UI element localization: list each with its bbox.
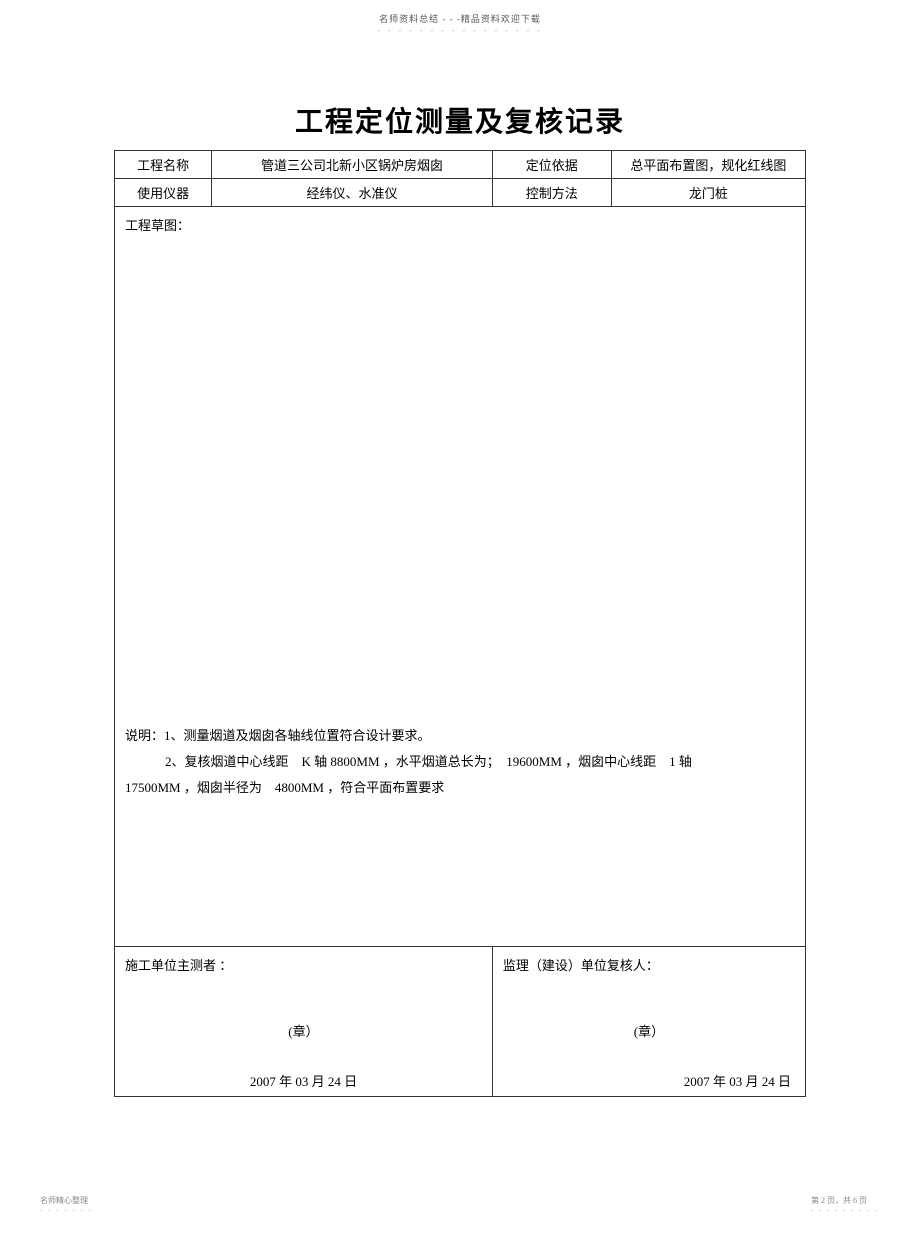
footer-right: 第 2 页，共 6 页 - - - - - - - - -: [811, 1195, 880, 1214]
signature-row: 施工单位主测者 ： (章） 2007 年 03 月 24 日 监理（建设）单位复…: [115, 947, 806, 1097]
footer-right-dots: - - - - - - - - -: [811, 1206, 880, 1214]
project-name-value: 管道三公司北新小区锅炉房烟囱: [212, 151, 493, 179]
basis-value: 总平面布置图，规化红线图: [611, 151, 805, 179]
control-method-value: 龙门桩: [611, 179, 805, 207]
project-name-label: 工程名称: [115, 151, 212, 179]
page-title: 工程定位测量及复核记录: [0, 100, 920, 140]
description-line-1: 说明：1、测量烟道及烟囱各轴线位置符合设计要求。: [125, 723, 795, 749]
info-row-1: 工程名称 管道三公司北新小区锅炉房烟囱 定位依据 总平面布置图，规化红线图: [115, 151, 806, 179]
footer-left-dots: - - - - - - -: [40, 1206, 93, 1214]
sketch-cell: 工程草图： 说明：1、测量烟道及烟囱各轴线位置符合设计要求。 2、复核烟道中心线…: [115, 207, 806, 947]
description-block: 说明：1、测量烟道及烟囱各轴线位置符合设计要求。 2、复核烟道中心线距 K 轴 …: [125, 723, 795, 801]
supervision-date: 2007 年 03 月 24 日: [684, 1071, 791, 1090]
description-line-3: 17500MM ，烟囱半径为 4800MM ，符合平面布置要求: [125, 775, 795, 801]
footer-left: 名师精心整理 - - - - - - -: [40, 1195, 93, 1214]
construction-signature-cell: 施工单位主测者 ： (章） 2007 年 03 月 24 日: [115, 947, 493, 1097]
control-method-label: 控制方法: [492, 179, 611, 207]
instrument-label: 使用仪器: [115, 179, 212, 207]
header-dots: - - - - - - - - - - - - - - - -: [0, 26, 920, 35]
supervision-signature-cell: 监理（建设）单位复核人： (章） 2007 年 03 月 24 日: [492, 947, 805, 1097]
footer-left-text: 名师精心整理: [40, 1195, 93, 1206]
instrument-value: 经纬仪、水准仪: [212, 179, 493, 207]
construction-seal: (章）: [115, 1021, 492, 1040]
info-row-2: 使用仪器 经纬仪、水准仪 控制方法 龙门桩: [115, 179, 806, 207]
construction-surveyor-label: 施工单位主测者 ：: [125, 955, 482, 974]
footer-right-text: 第 2 页，共 6 页: [811, 1195, 880, 1206]
record-table: 工程名称 管道三公司北新小区锅炉房烟囱 定位依据 总平面布置图，规化红线图 使用…: [114, 150, 806, 1097]
supervision-reviewer-label: 监理（建设）单位复核人：: [503, 955, 795, 974]
sketch-label: 工程草图：: [125, 215, 795, 234]
description-line-2: 2、复核烟道中心线距 K 轴 8800MM ，水平烟道总长为； 19600MM …: [125, 749, 795, 775]
sketch-row: 工程草图： 说明：1、测量烟道及烟囱各轴线位置符合设计要求。 2、复核烟道中心线…: [115, 207, 806, 947]
basis-label: 定位依据: [492, 151, 611, 179]
supervision-seal: (章）: [493, 1021, 805, 1040]
header-watermark: 名师资料总结 - - -精品资料欢迎下载: [0, 0, 920, 25]
construction-date: 2007 年 03 月 24 日: [115, 1071, 492, 1090]
